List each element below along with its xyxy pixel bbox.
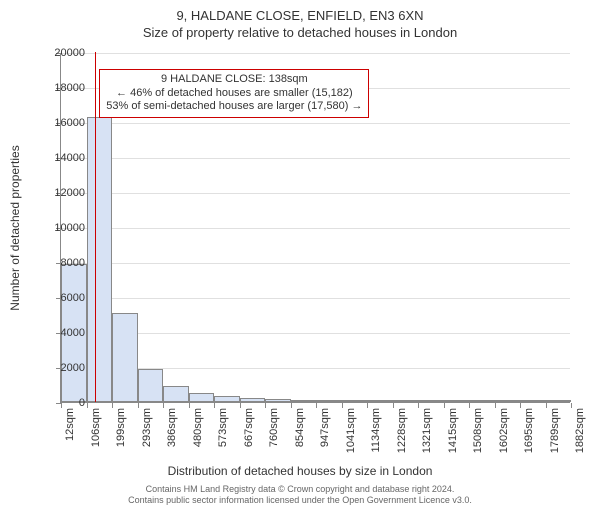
ytick-label: 2000 [45, 362, 85, 374]
footer-line2: Contains public sector information licen… [0, 495, 600, 506]
xtick-label: 106sqm [90, 408, 102, 447]
xtick-mark [240, 403, 241, 408]
xtick-mark [316, 403, 317, 408]
xtick-label: 293sqm [141, 408, 153, 447]
page-title-line2: Size of property relative to detached ho… [0, 25, 600, 40]
xtick-mark [342, 403, 343, 408]
ytick-label: 18000 [45, 82, 85, 94]
page-title-line1: 9, HALDANE CLOSE, ENFIELD, EN3 6XN [0, 8, 600, 23]
histogram-bar [546, 400, 572, 402]
xtick-label: 667sqm [243, 408, 255, 447]
histogram-bar [138, 369, 164, 402]
annotation-line2: ← 46% of detached houses are smaller (15… [106, 87, 362, 101]
xtick-mark [495, 403, 496, 408]
annotation-line3: 53% of semi-detached houses are larger (… [106, 100, 362, 114]
xtick-label: 1789sqm [549, 408, 561, 453]
ytick-label: 14000 [45, 152, 85, 164]
histogram-bar [189, 393, 215, 402]
xtick-mark [138, 403, 139, 408]
histogram-bar [444, 400, 470, 402]
histogram-bar [163, 386, 189, 402]
histogram-bar [495, 400, 521, 402]
xtick-mark [444, 403, 445, 408]
xtick-label: 1321sqm [421, 408, 433, 453]
histogram-bar [214, 396, 240, 402]
xtick-label: 1415sqm [447, 408, 459, 453]
histogram-bar [393, 400, 419, 402]
ytick-label: 20000 [45, 47, 85, 59]
gridline [61, 298, 570, 299]
histogram-bar [316, 400, 342, 402]
histogram-bar [469, 400, 495, 402]
x-axis-label: Distribution of detached houses by size … [0, 464, 600, 478]
ytick-label: 12000 [45, 187, 85, 199]
xtick-label: 1041sqm [345, 408, 357, 453]
ytick-label: 8000 [45, 257, 85, 269]
plot-area: 12sqm106sqm199sqm293sqm386sqm480sqm573sq… [60, 53, 570, 403]
gridline [61, 53, 570, 54]
xtick-mark [291, 403, 292, 408]
xtick-label: 1602sqm [498, 408, 510, 453]
histogram-bar [291, 400, 317, 402]
histogram-bar [367, 400, 393, 402]
xtick-label: 760sqm [268, 408, 280, 447]
xtick-label: 947sqm [319, 408, 331, 447]
xtick-label: 1134sqm [370, 408, 382, 452]
histogram-bar [240, 398, 266, 402]
xtick-label: 1228sqm [396, 408, 408, 453]
xtick-mark [87, 403, 88, 408]
marker-line [95, 52, 96, 402]
annotation-line1: 9 HALDANE CLOSE: 138sqm [106, 73, 362, 87]
ytick-label: 0 [45, 397, 85, 409]
xtick-mark [520, 403, 521, 408]
xtick-mark [418, 403, 419, 408]
histogram-bar [520, 400, 546, 402]
gridline [61, 123, 570, 124]
histogram-bar [342, 400, 368, 402]
xtick-label: 12sqm [64, 408, 76, 441]
xtick-label: 573sqm [217, 408, 229, 447]
xtick-mark [189, 403, 190, 408]
histogram-bar [265, 399, 291, 402]
xtick-mark [571, 403, 572, 408]
gridline [61, 228, 570, 229]
xtick-label: 1882sqm [574, 408, 586, 453]
xtick-label: 1695sqm [523, 408, 535, 453]
xtick-mark [112, 403, 113, 408]
xtick-mark [265, 403, 266, 408]
ytick-label: 6000 [45, 292, 85, 304]
xtick-label: 199sqm [115, 408, 127, 447]
gridline [61, 263, 570, 264]
annotation-box: 9 HALDANE CLOSE: 138sqm← 46% of detached… [99, 69, 369, 118]
ytick-label: 4000 [45, 327, 85, 339]
ytick-label: 16000 [45, 117, 85, 129]
y-axis-label: Number of detached properties [8, 145, 22, 310]
chart-area: 12sqm106sqm199sqm293sqm386sqm480sqm573sq… [60, 53, 570, 403]
histogram-bar [418, 400, 444, 402]
xtick-label: 854sqm [294, 408, 306, 447]
gridline [61, 193, 570, 194]
xtick-label: 386sqm [166, 408, 178, 447]
histogram-bar [87, 117, 113, 402]
xtick-mark [469, 403, 470, 408]
xtick-label: 1508sqm [472, 408, 484, 453]
xtick-mark [214, 403, 215, 408]
histogram-bar [112, 313, 138, 402]
footer-line1: Contains HM Land Registry data © Crown c… [0, 484, 600, 495]
footer-attribution: Contains HM Land Registry data © Crown c… [0, 484, 600, 506]
xtick-label: 480sqm [192, 408, 204, 447]
xtick-mark [367, 403, 368, 408]
gridline [61, 158, 570, 159]
xtick-mark [546, 403, 547, 408]
ytick-label: 10000 [45, 222, 85, 234]
xtick-mark [393, 403, 394, 408]
xtick-mark [163, 403, 164, 408]
